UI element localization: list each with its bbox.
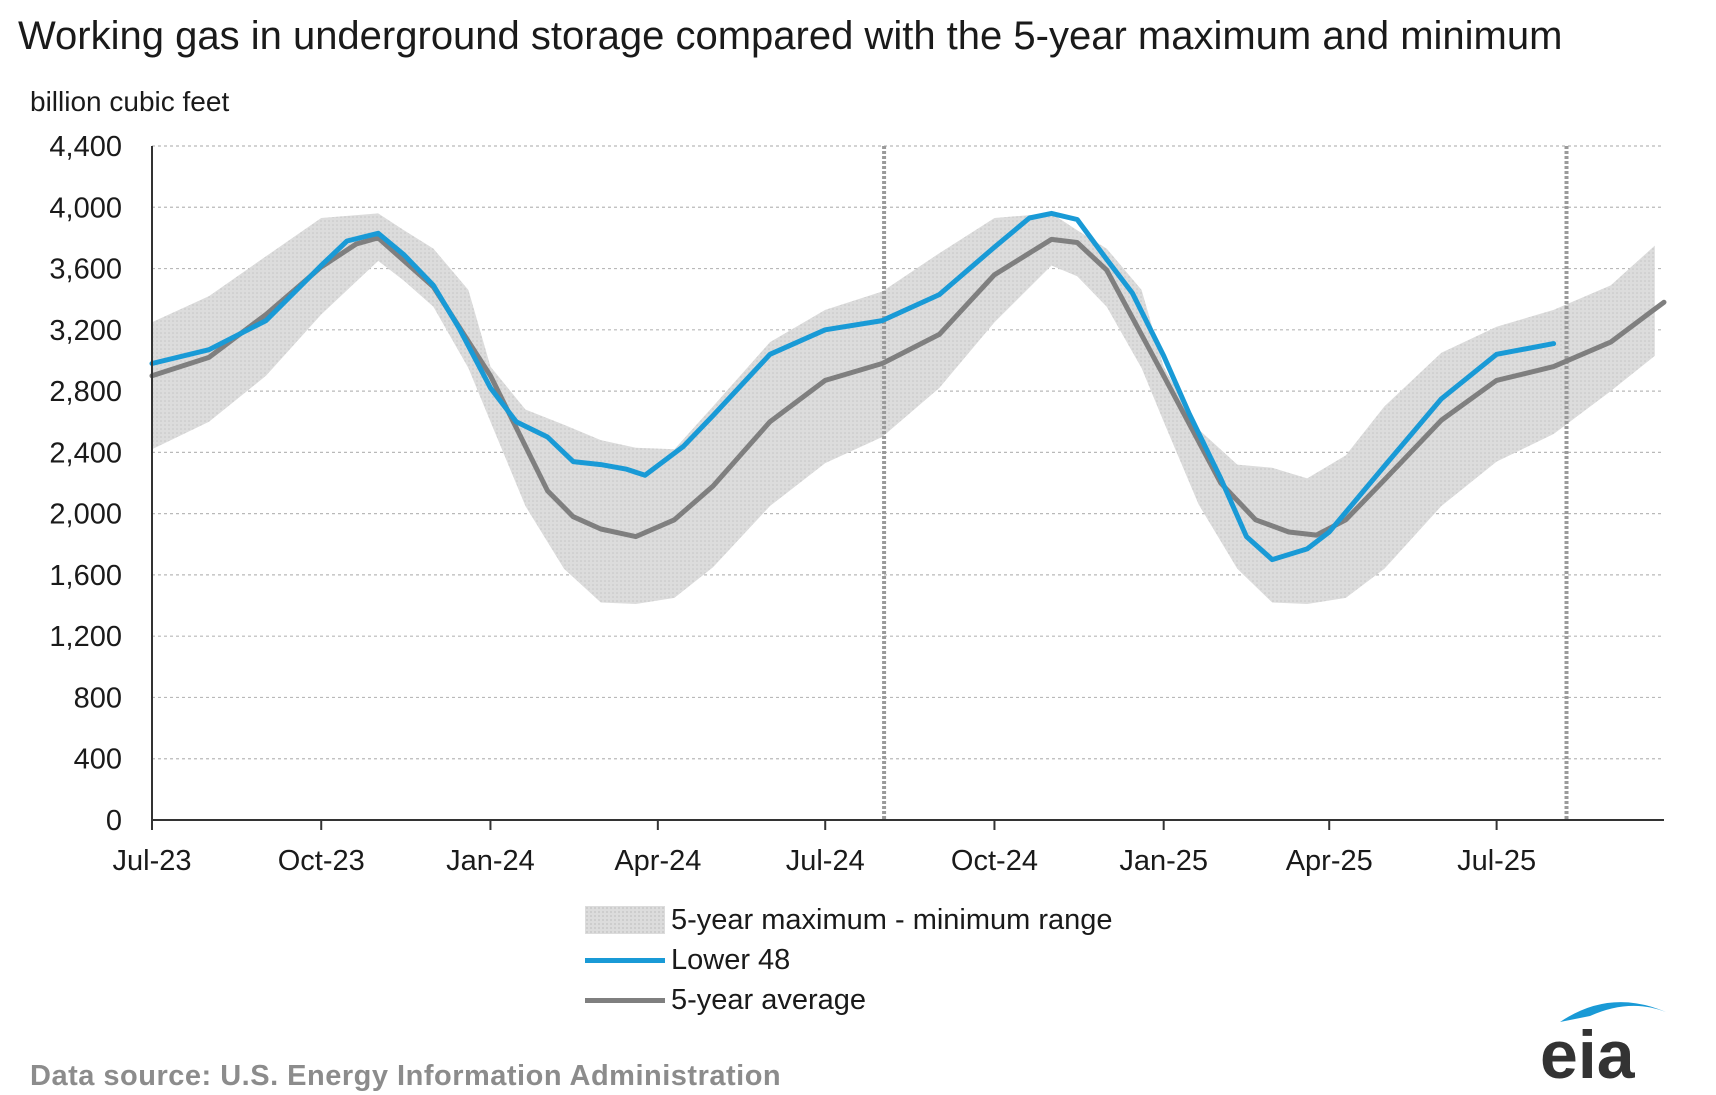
- x-tick-label: Jan-25: [1119, 845, 1208, 877]
- y-tick-label: 4,400: [49, 131, 122, 163]
- legend: 5-year maximum - minimum range Lower 48 …: [585, 900, 1113, 1020]
- y-tick-label: 800: [74, 682, 122, 714]
- legend-swatch-range: [585, 906, 665, 934]
- y-tick-label: 1,200: [49, 621, 122, 653]
- x-tick-label: Jul-24: [786, 845, 865, 877]
- y-tick-label: 2,000: [49, 499, 122, 531]
- axes: 4,400 4,000 3,600 3,200 2,800 2,400 2,000 1,600…: [49, 131, 1664, 877]
- svg-text:eia: eia: [1540, 1017, 1636, 1090]
- legend-item-average: 5-year average: [585, 980, 1113, 1020]
- legend-item-range: 5-year maximum - minimum range: [585, 900, 1113, 940]
- x-tick-label: Jul-25: [1457, 845, 1536, 877]
- vertical-markers: [882, 146, 1569, 820]
- data-source-note: Data source: U.S. Energy Information Adm…: [30, 1060, 782, 1092]
- x-tick-label: Oct-23: [278, 845, 365, 877]
- range-band: [152, 213, 1655, 604]
- y-axis-unit-label: billion cubic feet: [30, 86, 230, 117]
- y-tick-label: 2,400: [49, 437, 122, 469]
- y-tick-label: 3,600: [49, 254, 122, 286]
- y-tick-label: 4,000: [49, 192, 122, 224]
- y-tick-label: 400: [74, 744, 122, 776]
- chart-title: Working gas in underground storage compa…: [18, 14, 1563, 58]
- legend-swatch-lower48: [585, 957, 665, 963]
- y-tick-label: 0: [106, 805, 122, 837]
- y-tick-label: 2,800: [49, 376, 122, 408]
- series-line-lower48: [149, 210, 1557, 563]
- eia-logo: eia: [1530, 990, 1680, 1093]
- legend-swatch-average: [585, 997, 665, 1003]
- x-tick-label: Jul-23: [113, 845, 192, 877]
- legend-label-range: 5-year maximum - minimum range: [671, 903, 1113, 936]
- x-tick-label: Oct-24: [951, 845, 1038, 877]
- legend-item-lower48: Lower 48: [585, 940, 1113, 980]
- legend-label-lower48: Lower 48: [671, 943, 791, 976]
- series-lines: [149, 210, 1667, 563]
- y-tick-label: 3,200: [49, 315, 122, 347]
- y-tick-label: 1,600: [49, 560, 122, 592]
- x-tick-label: Apr-24: [614, 845, 701, 877]
- x-tick-label: Jan-24: [446, 845, 535, 877]
- legend-label-average: 5-year average: [671, 983, 867, 1016]
- range-band-layer: [152, 213, 1655, 604]
- series-line-average: [149, 235, 1667, 540]
- x-tick-label: Apr-25: [1286, 845, 1373, 877]
